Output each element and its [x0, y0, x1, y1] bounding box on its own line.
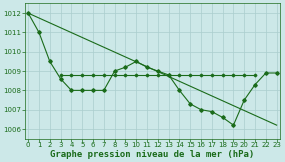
X-axis label: Graphe pression niveau de la mer (hPa): Graphe pression niveau de la mer (hPa)	[50, 150, 255, 159]
